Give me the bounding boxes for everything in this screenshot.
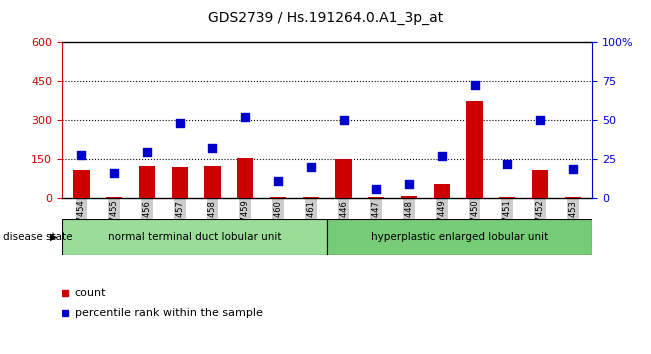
Bar — [401, 196, 417, 198]
Bar — [532, 170, 548, 198]
Point — [305, 164, 316, 170]
Point — [568, 166, 578, 171]
Text: percentile rank within the sample: percentile rank within the sample — [75, 308, 263, 318]
Point — [339, 118, 349, 123]
Bar — [434, 184, 450, 198]
Bar — [327, 219, 592, 255]
Bar — [303, 197, 319, 198]
Text: hyperplastic enlarged lobular unit: hyperplastic enlarged lobular unit — [371, 232, 548, 242]
Point — [174, 121, 185, 126]
Bar — [172, 167, 188, 198]
Point — [535, 118, 546, 123]
Point — [240, 114, 251, 120]
Point — [469, 82, 480, 87]
Bar — [74, 170, 90, 198]
Point — [502, 161, 512, 167]
Text: disease state: disease state — [3, 232, 73, 242]
Bar — [270, 197, 286, 198]
Bar — [335, 159, 352, 198]
Bar — [237, 158, 253, 198]
Point — [207, 145, 217, 151]
Text: normal terminal duct lobular unit: normal terminal duct lobular unit — [107, 232, 281, 242]
Bar — [466, 101, 482, 198]
Point — [109, 171, 119, 176]
Point — [76, 152, 87, 158]
Text: ▶: ▶ — [49, 232, 57, 242]
Point — [404, 181, 414, 187]
Point — [273, 178, 283, 184]
Point — [437, 153, 447, 159]
Bar — [139, 166, 155, 198]
Bar — [204, 166, 221, 198]
Bar — [499, 197, 516, 198]
Point — [371, 186, 381, 192]
Bar — [368, 197, 385, 198]
Text: count: count — [75, 287, 106, 298]
Bar — [62, 219, 327, 255]
Point — [142, 149, 152, 154]
Text: GDS2739 / Hs.191264.0.A1_3p_at: GDS2739 / Hs.191264.0.A1_3p_at — [208, 11, 443, 25]
